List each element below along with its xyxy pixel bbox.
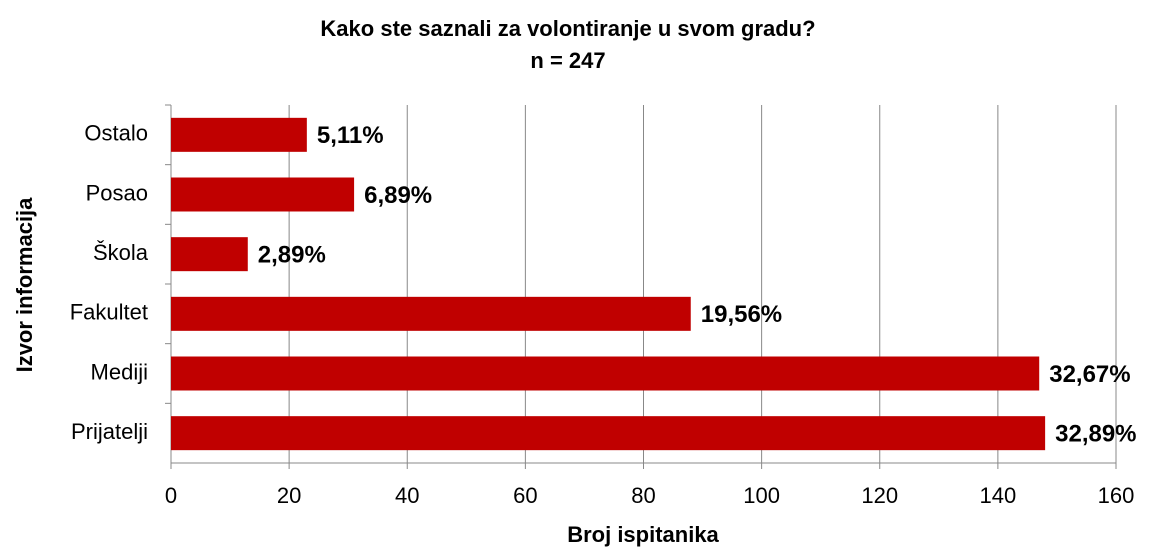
x-tick-label: 80 [631, 483, 655, 508]
x-tick-label: 60 [513, 483, 537, 508]
y-tick-label: Fakultet [70, 300, 148, 325]
x-tick-label: 40 [395, 483, 419, 508]
value-label: 6,89% [364, 182, 432, 209]
x-tick-label: 140 [980, 483, 1017, 508]
chart-title: Kako ste saznali za volontiranje u svom … [320, 16, 815, 41]
y-tick-label: Prijatelji [71, 419, 148, 444]
value-label: 2,89% [258, 242, 326, 269]
bar [171, 237, 248, 272]
value-label: 32,67% [1049, 361, 1130, 388]
value-label: 19,56% [701, 301, 782, 328]
x-tick-label: 160 [1098, 483, 1135, 508]
bar [171, 296, 691, 331]
y-axis-title: Izvor informacija [12, 197, 37, 373]
bar [171, 177, 355, 212]
x-tick-label: 100 [743, 483, 780, 508]
value-label: 5,11% [317, 122, 384, 149]
x-tick-label: 0 [165, 483, 177, 508]
y-tick-label: Mediji [91, 359, 148, 384]
y-tick-label: Škola [93, 240, 149, 265]
x-tick-label: 20 [277, 483, 301, 508]
bar [171, 416, 1046, 451]
x-tick-label: 120 [861, 483, 898, 508]
y-tick-label: Ostalo [84, 121, 148, 146]
value-label: 32,89% [1055, 421, 1136, 448]
x-axis-title: Broj ispitanika [567, 522, 719, 547]
y-tick-label: Posao [86, 180, 148, 205]
chart-subtitle: n = 247 [530, 48, 605, 73]
bar [171, 117, 307, 152]
bar [171, 356, 1040, 391]
